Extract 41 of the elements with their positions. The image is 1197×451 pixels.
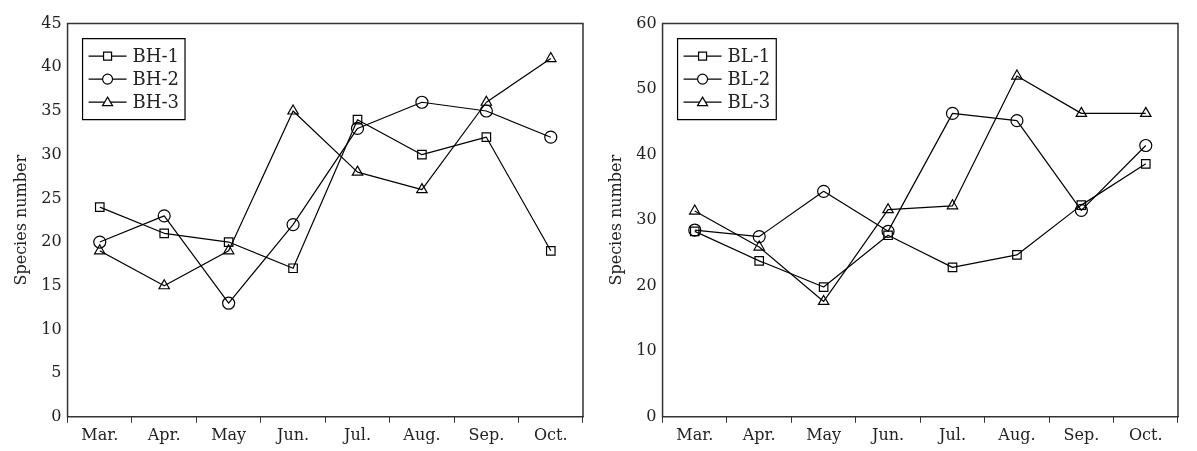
x-tick-label: Aug. xyxy=(997,424,1036,444)
y-tick-label: 50 xyxy=(636,78,657,98)
x-tick-label: May xyxy=(806,424,842,444)
y-tick-label: 20 xyxy=(41,231,62,251)
x-tick-label: May xyxy=(211,424,247,444)
y-tick-label: 0 xyxy=(51,405,62,425)
y-axis-title: Species number xyxy=(605,154,625,286)
x-tick-label: Sep. xyxy=(468,424,505,444)
y-tick-label: 30 xyxy=(41,143,62,163)
x-tick-label: Sep. xyxy=(1063,424,1100,444)
x-tick-label: Mar. xyxy=(676,424,714,444)
legend-label: BH-1 xyxy=(132,44,180,66)
legend-label: BL-3 xyxy=(727,90,771,112)
y-tick-label: 10 xyxy=(41,318,62,338)
x-tick-label: Jun. xyxy=(870,424,905,444)
x-tick-label: Oct. xyxy=(533,424,568,444)
x-tick-label: Jun. xyxy=(275,424,310,444)
legend-label: BL-2 xyxy=(727,67,771,89)
y-tick-label: 60 xyxy=(636,12,657,32)
y-tick-label: 0 xyxy=(646,405,657,425)
y-tick-label: 45 xyxy=(41,12,62,32)
legend-label: BL-1 xyxy=(727,44,771,66)
y-tick-label: 5 xyxy=(51,362,62,382)
y-tick-label: 15 xyxy=(41,274,62,294)
legend-label: BH-2 xyxy=(132,67,180,89)
y-tick-label: 30 xyxy=(636,209,657,229)
x-tick-label: Mar. xyxy=(81,424,119,444)
y-tick-label: 35 xyxy=(41,100,62,120)
y-axis-title: Species number xyxy=(10,154,30,286)
x-tick-label: Oct. xyxy=(1128,424,1163,444)
x-tick-label: Aug. xyxy=(402,424,441,444)
x-tick-label: Apr. xyxy=(146,424,181,444)
y-tick-label: 20 xyxy=(636,274,657,294)
x-tick-label: Jul. xyxy=(937,424,966,444)
y-tick-label: 40 xyxy=(636,143,657,163)
y-tick-label: 10 xyxy=(636,340,657,360)
y-tick-label: 25 xyxy=(41,187,62,207)
x-tick-label: Apr. xyxy=(741,424,776,444)
x-tick-label: Jul. xyxy=(342,424,371,444)
legend-label: BH-3 xyxy=(132,90,180,112)
y-tick-label: 40 xyxy=(41,56,62,76)
